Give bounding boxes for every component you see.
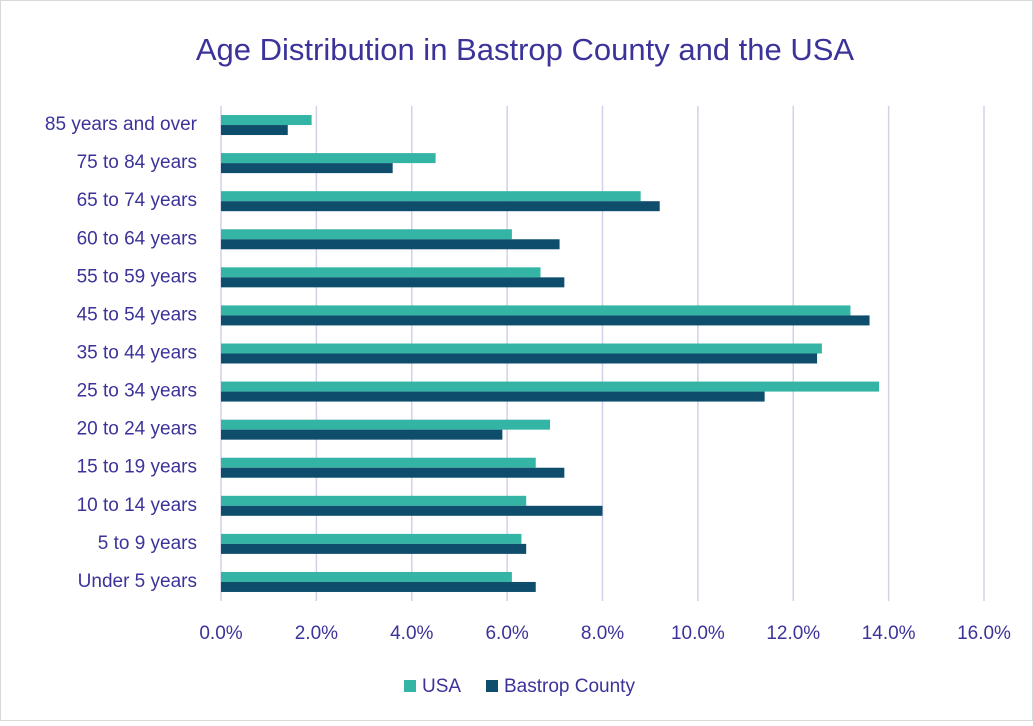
x-tick-label: 12.0%	[766, 623, 820, 644]
x-tick-label: 16.0%	[957, 623, 1011, 644]
y-tick-label: Under 5 years	[78, 571, 197, 592]
bar	[221, 571, 512, 582]
y-tick-label: 45 to 54 years	[77, 304, 197, 325]
bar	[221, 115, 312, 126]
bar	[221, 305, 851, 316]
bar	[221, 343, 822, 354]
legend-label: USA	[422, 676, 461, 697]
x-tick-label: 4.0%	[390, 623, 433, 644]
bar	[221, 429, 503, 440]
y-tick-label: 55 to 59 years	[77, 266, 197, 287]
x-tick-label: 10.0%	[671, 623, 725, 644]
y-tick-label: 25 to 34 years	[77, 381, 197, 402]
x-tick-label: 8.0%	[581, 623, 624, 644]
bar	[221, 495, 527, 506]
y-tick-label: 65 to 74 years	[77, 190, 197, 211]
bar	[221, 391, 765, 402]
y-tick-label: 15 to 19 years	[77, 457, 197, 478]
bar	[221, 153, 436, 164]
y-tick-label: 5 to 9 years	[98, 533, 197, 554]
x-tick-label: 2.0%	[295, 623, 338, 644]
y-tick-label: 35 to 44 years	[77, 343, 197, 364]
bar	[221, 457, 536, 468]
bar	[221, 239, 560, 250]
bar	[221, 267, 541, 278]
bar	[221, 163, 393, 174]
bar	[221, 581, 536, 592]
y-tick-label: 10 to 14 years	[77, 495, 197, 516]
legend-swatch	[404, 680, 416, 692]
bar	[221, 419, 551, 430]
bar	[221, 201, 660, 212]
legend-label: Bastrop County	[504, 676, 635, 697]
x-tick-label: 14.0%	[862, 623, 916, 644]
bar	[221, 191, 641, 202]
bar	[221, 467, 565, 478]
bar	[221, 353, 818, 364]
chart-title: Age Distribution in Bastrop County and t…	[196, 32, 855, 67]
legend-swatch	[486, 680, 498, 692]
y-tick-label: 60 to 64 years	[77, 228, 197, 249]
bar	[221, 381, 880, 392]
bar	[221, 533, 522, 544]
y-tick-label: 20 to 24 years	[77, 419, 197, 440]
bar	[221, 229, 512, 240]
x-tick-label: 6.0%	[485, 623, 528, 644]
bar	[221, 277, 565, 288]
y-tick-label: 85 years and over	[45, 114, 198, 135]
bar	[221, 125, 288, 136]
bar	[221, 505, 603, 516]
x-tick-label: 0.0%	[199, 623, 242, 644]
bar	[221, 315, 870, 326]
y-tick-label: 75 to 84 years	[77, 152, 197, 173]
bar	[221, 543, 527, 554]
